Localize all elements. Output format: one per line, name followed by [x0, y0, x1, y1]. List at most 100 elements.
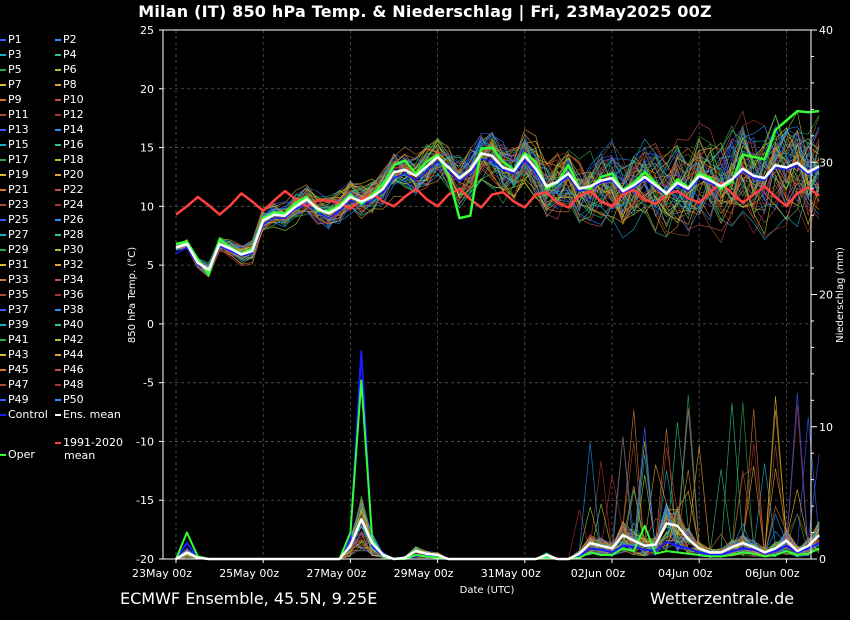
member-precip-line [175, 416, 820, 560]
legend-swatch [0, 369, 6, 371]
legend-swatch [55, 354, 61, 356]
legend-item-p45: P45 [0, 363, 29, 377]
member-precip-line [175, 396, 820, 560]
series-control [175, 158, 820, 272]
legend-label: P43 [8, 348, 29, 361]
y-tick-label: 20 [140, 83, 154, 96]
member-precip-line [175, 442, 820, 560]
legend-label: P35 [8, 288, 29, 301]
legend-item-p23: P23 [0, 198, 29, 212]
legend-label: P2 [63, 33, 77, 46]
legend-item-p4: P4 [55, 48, 77, 62]
legend-item-p50: P50 [55, 393, 84, 407]
legend-item-p30: P30 [55, 243, 84, 257]
legend-swatch [55, 39, 61, 41]
legend-swatch [0, 324, 6, 326]
legend-swatch [55, 84, 61, 86]
x-tick-label: 27May 00z [306, 567, 366, 580]
legend-item-oper: Oper [0, 448, 35, 462]
legend-swatch [55, 114, 61, 116]
member-temp-line [175, 135, 820, 270]
legend-item-p34: P34 [55, 273, 84, 287]
legend-label: P23 [8, 198, 29, 211]
legend-item-p3: P3 [0, 48, 22, 62]
legend-item-p25: P25 [0, 213, 29, 227]
legend-label: Oper [8, 448, 35, 461]
legend-item-p7: P7 [0, 78, 22, 92]
legend-item-p46: P46 [55, 363, 84, 377]
legend-swatch [0, 399, 6, 401]
legend-swatch [55, 129, 61, 131]
legend-swatch [0, 39, 6, 41]
legend-swatch [55, 249, 61, 251]
legend-item-p49: P49 [0, 393, 29, 407]
series-oper [175, 109, 820, 276]
member-precip-line [175, 445, 820, 560]
legend-label: P14 [63, 123, 84, 136]
legend-item-p29: P29 [0, 243, 29, 257]
legend-swatch [55, 309, 61, 311]
legend-label: P6 [63, 63, 77, 76]
legend-item-p14: P14 [55, 123, 84, 137]
member-precip-line [175, 469, 820, 560]
legend-item-p47: P47 [0, 378, 29, 392]
legend-item-p35: P35 [0, 288, 29, 302]
legend-label: P4 [63, 48, 77, 61]
x-tick-label: 29May 00z [394, 567, 454, 580]
x-tick-label: 04Jun 00z [658, 567, 713, 580]
legend-item-p10: P10 [55, 93, 84, 107]
legend-swatch [55, 159, 61, 161]
footer-source: Wetterzentrale.de [650, 589, 795, 608]
legend-label: P5 [8, 63, 22, 76]
member-temp-line [175, 113, 820, 272]
legend-label: P17 [8, 153, 29, 166]
legend-item-climate-mean: 1991-2020 mean [55, 436, 123, 461]
x-tick-label: 25May 00z [219, 567, 279, 580]
legend-swatch [55, 219, 61, 221]
member-precip-line [175, 392, 820, 560]
legend-label: P22 [63, 183, 84, 196]
y-tick-label: -5 [143, 377, 154, 390]
legend-swatch [0, 339, 6, 341]
legend-label: P24 [63, 198, 84, 211]
legend-item-p44: P44 [55, 348, 84, 362]
y-tick-label: 10 [140, 200, 154, 213]
legend-label: P9 [8, 93, 22, 106]
legend-label: P25 [8, 213, 29, 226]
legend-swatch [55, 414, 61, 416]
legend-item-p27: P27 [0, 228, 29, 242]
legend-item-p13: P13 [0, 123, 29, 137]
legend-item-p28: P28 [55, 228, 84, 242]
footer-model-location: ECMWF Ensemble, 45.5N, 9.25E [120, 589, 378, 608]
grid-layer [163, 29, 811, 560]
legend-label: P42 [63, 333, 84, 346]
member-precip-line [175, 454, 820, 560]
legend-item-p19: P19 [0, 168, 29, 182]
legend-swatch [55, 279, 61, 281]
legend-item-p8: P8 [55, 78, 77, 92]
y2-tick-label: 20 [819, 289, 833, 302]
member-temp-line [175, 149, 820, 276]
member-temp-line [175, 127, 820, 276]
legend-swatch [0, 309, 6, 311]
legend-swatch [55, 324, 61, 326]
legend-swatch [0, 354, 6, 356]
legend-item-p18: P18 [55, 153, 84, 167]
legend-item-p36: P36 [55, 288, 84, 302]
legend-label: mean [64, 449, 96, 462]
legend-swatch [0, 174, 6, 176]
member-precip-line [175, 422, 820, 560]
legend-swatch [0, 69, 6, 71]
legend-label: P16 [63, 138, 84, 151]
legend-item-p16: P16 [55, 138, 84, 152]
legend-label: P39 [8, 318, 29, 331]
legend-label: P26 [63, 213, 84, 226]
chart-title: Milan (IT) 850 hPa Temp. & Niederschlag … [138, 2, 712, 21]
legend-swatch [0, 384, 6, 386]
legend-label: P33 [8, 273, 29, 286]
legend-label: P19 [8, 168, 29, 181]
y-tick-label: -15 [136, 494, 154, 507]
legend-swatch [55, 144, 61, 146]
member-temp-line [175, 126, 820, 267]
legend-label: P50 [63, 393, 84, 406]
